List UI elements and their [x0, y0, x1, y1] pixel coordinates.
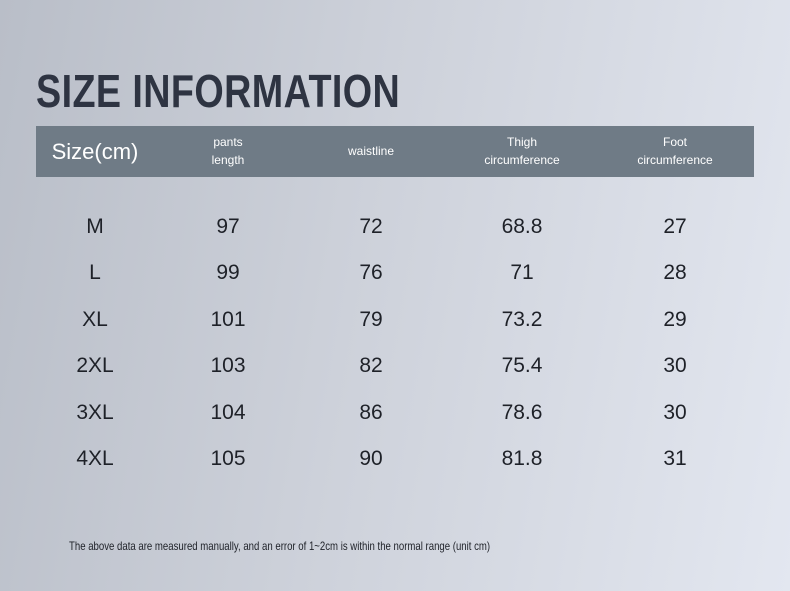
table-cell: 3XL	[76, 401, 114, 424]
column-header: pants length	[211, 135, 245, 167]
table-cell: XL	[82, 308, 108, 331]
table-cell: 105	[210, 447, 246, 470]
table-cell: M	[86, 215, 104, 238]
table-cell: 4XL	[76, 447, 114, 470]
table-cell: 103	[210, 354, 246, 377]
table-cell: 30	[663, 401, 687, 424]
table-cell: 79	[359, 308, 383, 331]
footnote: The above data are measured manually, an…	[69, 539, 491, 553]
table-cell: 71	[510, 261, 534, 284]
table-cell: 30	[663, 354, 687, 377]
table-cell: 82	[359, 354, 383, 377]
table-cell: 28	[663, 261, 687, 284]
table-cell: 29	[663, 308, 687, 331]
table-cell: 68.8	[501, 215, 543, 238]
table-cell: 99	[216, 261, 240, 284]
column-header: Foot circumference	[637, 135, 713, 167]
table-cell: 78.6	[501, 401, 543, 424]
column-header: waistline	[347, 143, 395, 158]
table-cell: 72	[359, 215, 383, 238]
table-header: Size(cm) pants length waistline Thigh circu…	[36, 126, 754, 177]
table-cell: 76	[359, 261, 383, 284]
title: SIZE INFORMATION	[36, 65, 401, 117]
table-cell: 73.2	[501, 308, 543, 331]
column-header: Thigh circumference	[484, 135, 560, 167]
table-cell: 81.8	[501, 447, 543, 470]
table-cell: 90	[359, 447, 383, 470]
table-cell: 86	[359, 401, 383, 424]
table-cell: 75.4	[501, 354, 543, 377]
table-cell: 104	[210, 401, 246, 424]
column-header: Size(cm)	[51, 138, 139, 164]
table-cell: L	[89, 261, 101, 284]
table-cell: 101	[210, 308, 246, 331]
table-cell: 2XL	[76, 354, 114, 377]
table-cell: 27	[663, 215, 687, 238]
table-cell: 97	[216, 215, 240, 238]
table-cell: 31	[663, 447, 687, 470]
